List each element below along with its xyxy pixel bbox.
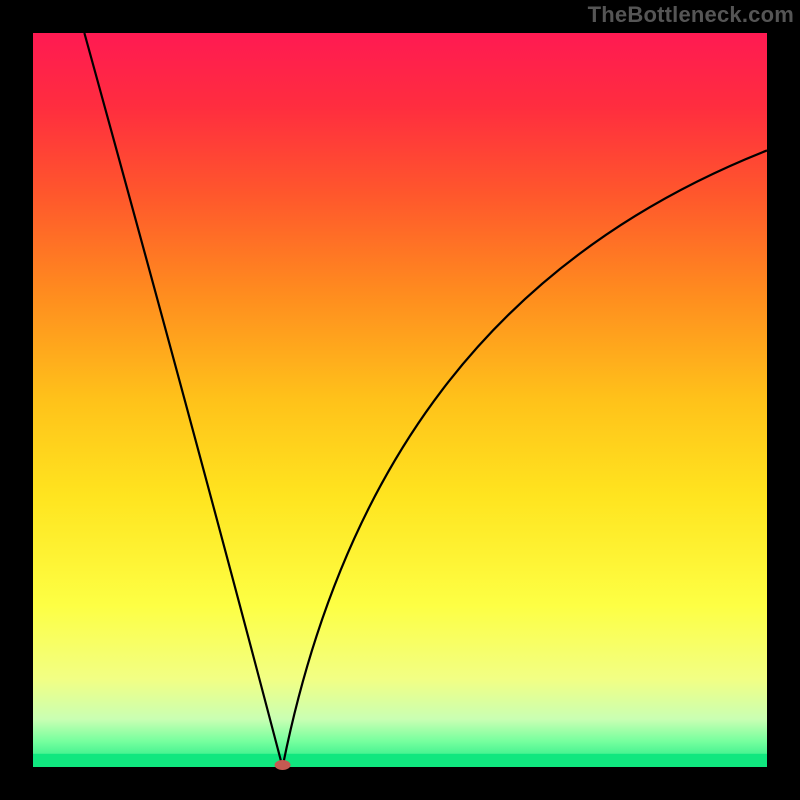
vertex-marker bbox=[275, 760, 291, 770]
plot-area bbox=[33, 33, 767, 767]
chart-container: TheBottleneck.com bbox=[0, 0, 800, 800]
watermark-text: TheBottleneck.com bbox=[588, 2, 794, 28]
bottleneck-chart bbox=[0, 0, 800, 800]
green-band bbox=[33, 754, 767, 767]
